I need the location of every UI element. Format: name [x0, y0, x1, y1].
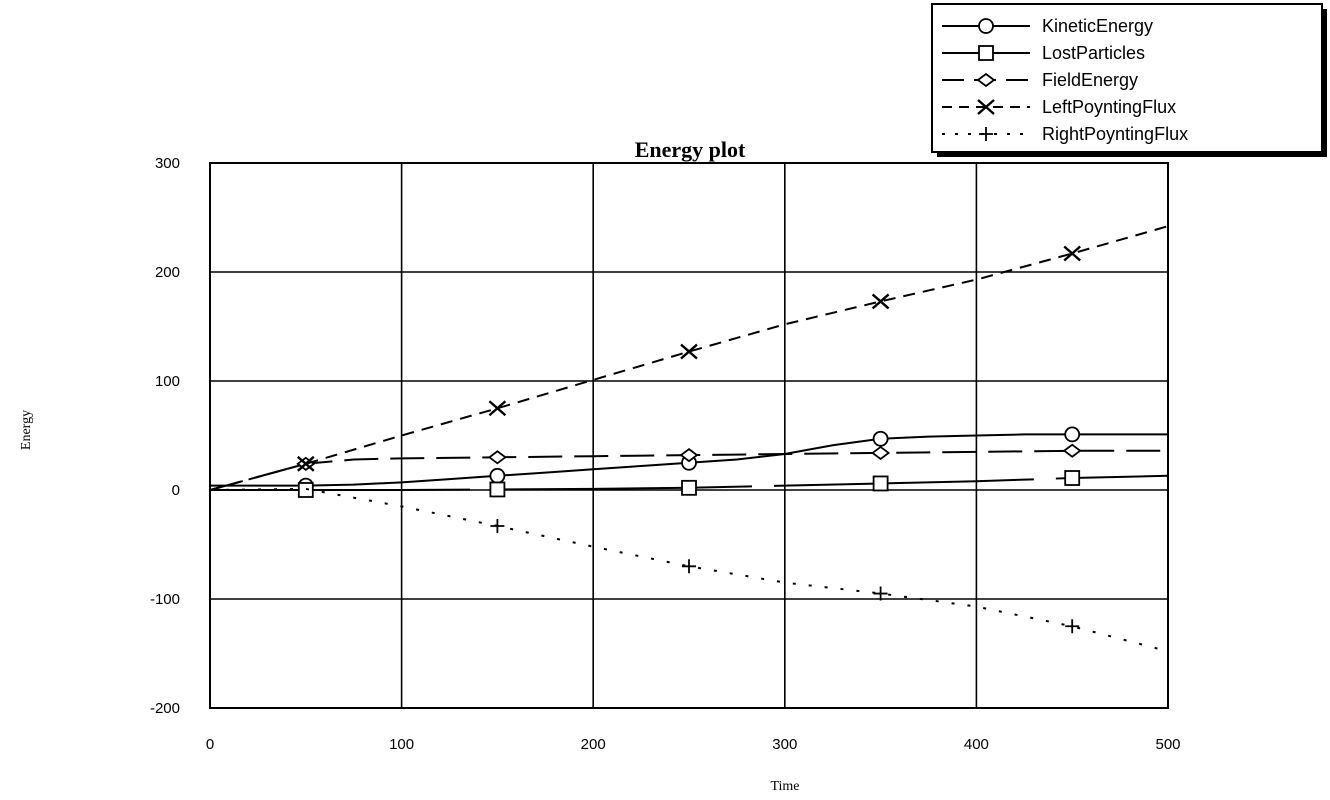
data-point: [1063, 245, 1081, 262]
data-point: [489, 467, 506, 484]
legend-marker: [978, 18, 994, 34]
x-tick-label: 300: [772, 736, 797, 753]
data-point: [1064, 426, 1081, 443]
data-point: [873, 586, 888, 601]
legend-item: LostParticles: [942, 43, 1145, 63]
y-tick-label: 200: [155, 264, 180, 281]
data-point: [679, 447, 699, 463]
legend-item: KineticEnergy: [942, 16, 1153, 36]
legend-item: LeftPoyntingFlux: [942, 97, 1176, 117]
data-point: [1065, 619, 1080, 634]
x-tick-label: 500: [1155, 736, 1180, 753]
legend-label: FieldEnergy: [1042, 70, 1138, 90]
legend-label: LostParticles: [1042, 43, 1145, 63]
legend-label: RightPoyntingFlux: [1042, 124, 1188, 144]
x-axis-label: Time: [770, 779, 799, 794]
y-tick-label: 100: [155, 373, 180, 390]
x-tick-label: 100: [389, 736, 414, 753]
legend-marker: [977, 99, 995, 115]
data-point: [872, 430, 889, 447]
data-point: [872, 475, 889, 492]
y-tick-label: 300: [155, 155, 180, 172]
legend-marker: [978, 45, 994, 61]
data-point: [297, 455, 315, 472]
data-point: [681, 479, 697, 496]
y-axis-label: Energy: [19, 410, 34, 450]
data-point: [680, 343, 698, 360]
legend: KineticEnergy LostParticles FieldEnergy Lef…: [931, 3, 1327, 157]
series-line: [209, 225, 1169, 491]
y-tick-label: 0: [172, 482, 180, 499]
x-tick-label: 400: [964, 736, 989, 753]
data-point: [489, 481, 506, 498]
legend-marker: [976, 72, 996, 88]
data-point: [871, 293, 890, 310]
x-tick-label: 200: [581, 736, 606, 753]
data-point: [1064, 470, 1081, 486]
series-line: [209, 487, 1169, 653]
data-point: [1062, 443, 1082, 458]
plot-area: [209, 225, 1169, 653]
x-tick-label: 0: [206, 736, 214, 753]
legend-label: KineticEnergy: [1042, 16, 1153, 36]
series-LeftPoyntingFlux: [209, 225, 1169, 491]
data-point: [490, 518, 505, 533]
tick-labels: 0 100 200 300 400 500 300 200 100 0 -100 -200: [150, 155, 1181, 753]
y-tick-label: -200: [150, 700, 180, 717]
legend-item: FieldEnergy: [942, 70, 1138, 90]
legend-item: RightPoyntingFlux: [942, 124, 1188, 144]
data-point: [871, 445, 891, 461]
legend-box: [931, 3, 1323, 153]
data-point: [297, 482, 314, 498]
grid: [209, 162, 1169, 709]
data-point: [487, 450, 507, 465]
data-point: [682, 559, 696, 574]
legend-marker: [979, 127, 993, 141]
y-tick-label: -100: [150, 591, 180, 608]
chart-title: Energy plot: [635, 137, 746, 162]
series-RightPoyntingFlux: [209, 487, 1169, 653]
plot-frame: [209, 162, 1169, 709]
data-point: [488, 400, 507, 417]
series-LostParticles: [210, 470, 1169, 498]
legend-label: LeftPoyntingFlux: [1042, 97, 1176, 117]
